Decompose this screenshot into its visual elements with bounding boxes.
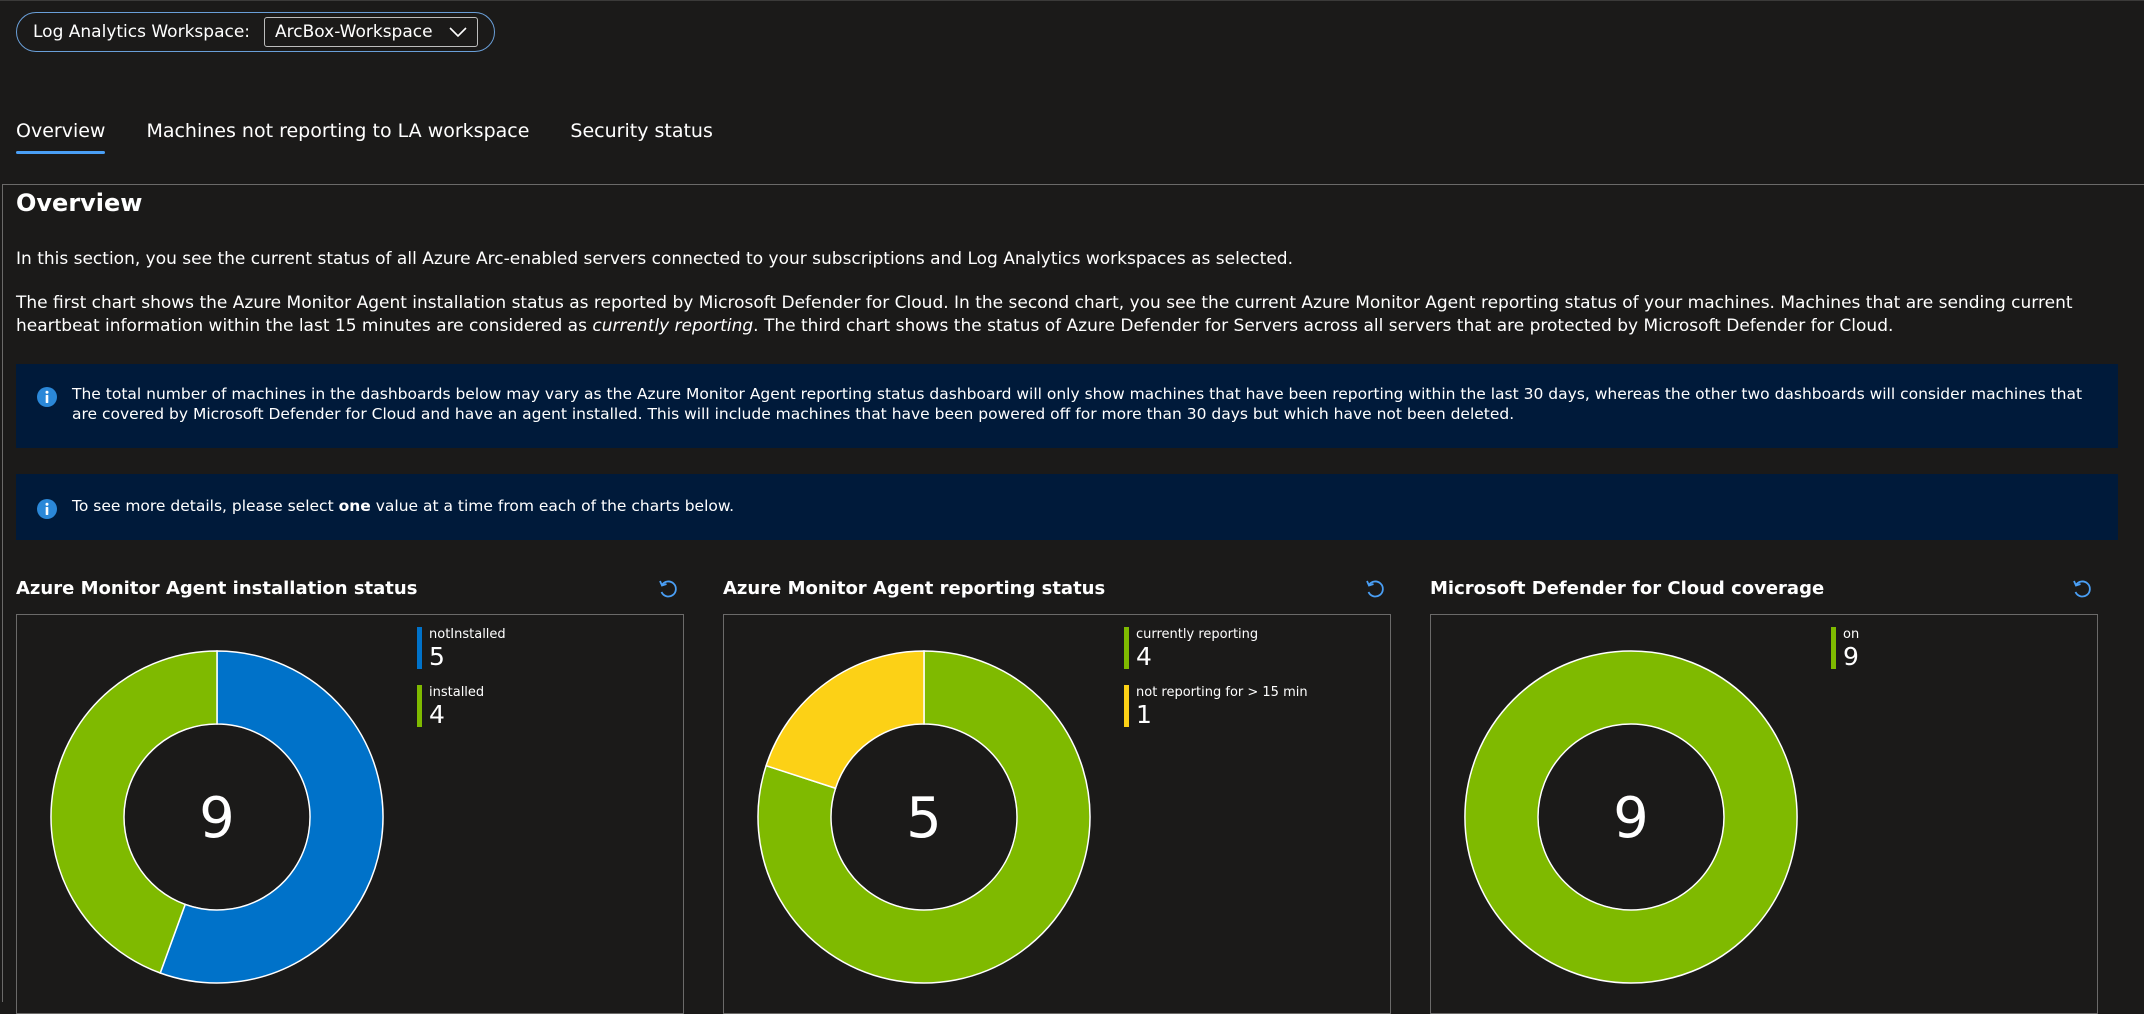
legend-value: 5 (429, 642, 445, 671)
legend-text: not reporting for > 15 min 1 (1136, 685, 1308, 729)
donut-chart[interactable]: 9 (1463, 649, 1799, 985)
description-part1: The first chart shows the Azure Monitor … (16, 293, 2073, 336)
refresh-icon[interactable] (2071, 578, 2093, 600)
donut-hole (125, 725, 309, 909)
description-part2: . The third chart shows the status of Az… (753, 316, 1894, 336)
legend-color-swatch (417, 685, 422, 727)
donut-slice-not-reporting-for-15-min[interactable] (765, 650, 925, 790)
legend-value: 9 (1843, 642, 1859, 671)
legend-item[interactable]: installed 4 (417, 685, 506, 729)
donut-slice-installed[interactable] (50, 650, 218, 974)
legend-value: 4 (1136, 642, 1152, 671)
info-banner-text: The total number of machines in the dash… (72, 385, 2083, 423)
refresh-icon[interactable] (657, 578, 679, 600)
workspace-dropdown-value: ArcBox-Workspace (275, 22, 433, 42)
hint-part2: value at a time from each of the charts … (370, 497, 735, 515)
page-title: Overview (16, 189, 143, 217)
legend-text: installed 4 (429, 685, 484, 729)
tab-security-status[interactable]: Security status (570, 120, 713, 142)
legend-label: not reporting for > 15 min (1136, 685, 1308, 700)
legend-label: notInstalled (429, 627, 506, 642)
chart-tile-installation-status: 9 notInstalled 5 installed 4 (16, 614, 684, 1014)
info-icon (37, 499, 57, 519)
legend-value: 4 (429, 700, 445, 729)
donut-chart[interactable]: 5 (756, 649, 1092, 985)
donut-chart[interactable]: 9 (49, 649, 385, 985)
chart-legend: on 9 (1831, 627, 1859, 685)
legend-item[interactable]: not reporting for > 15 min 1 (1124, 685, 1308, 729)
chart-title-defender-coverage: Microsoft Defender for Cloud coverage (1430, 578, 1825, 599)
description-emphasis: currently reporting (592, 316, 754, 336)
legend-label: on (1843, 627, 1860, 642)
donut-hole (832, 725, 1016, 909)
tab-bar: Overview Machines not reporting to LA wo… (16, 120, 754, 154)
legend-item[interactable]: on 9 (1831, 627, 1859, 671)
tab-overview[interactable]: Overview (16, 120, 106, 154)
info-icon (37, 387, 57, 407)
legend-color-swatch (1831, 627, 1836, 669)
legend-label: installed (429, 685, 485, 700)
chart-tile-reporting-status: 5 currently reporting 4 not reporting fo… (723, 614, 1391, 1014)
chart-tile-defender-coverage: 9 on 9 (1430, 614, 2098, 1014)
legend-color-swatch (1124, 685, 1129, 727)
chart-title-reporting-status: Azure Monitor Agent reporting status (723, 578, 1106, 599)
top-border (0, 0, 2144, 1)
info-banner-machine-count: The total number of machines in the dash… (16, 364, 2118, 448)
donut-center-total: 5 (906, 786, 942, 851)
legend-color-swatch (417, 627, 422, 669)
overview-chart-description: The first chart shows the Azure Monitor … (16, 292, 2126, 338)
legend-text: notInstalled 5 (429, 627, 506, 671)
overview-intro-text: In this section, you see the current sta… (16, 249, 1293, 269)
overview-panel (2, 184, 2144, 1002)
workspace-selector: Log Analytics Workspace: ArcBox-Workspac… (16, 12, 495, 52)
refresh-icon[interactable] (1364, 578, 1386, 600)
tab-machines-not-reporting[interactable]: Machines not reporting to LA workspace (146, 120, 530, 142)
legend-item[interactable]: currently reporting 4 (1124, 627, 1308, 671)
legend-color-swatch (1124, 627, 1129, 669)
donut-slice-currently-reporting[interactable] (757, 650, 1091, 984)
chart-title-installation-status: Azure Monitor Agent installation status (16, 578, 418, 599)
donut-center-total: 9 (1613, 786, 1649, 851)
legend-value: 1 (1136, 700, 1152, 729)
legend-item[interactable]: notInstalled 5 (417, 627, 506, 671)
chart-legend: notInstalled 5 installed 4 (417, 627, 506, 743)
legend-text: on 9 (1843, 627, 1859, 671)
chart-legend: currently reporting 4 not reporting for … (1124, 627, 1308, 743)
workspace-label: Log Analytics Workspace: (33, 22, 251, 42)
info-banner-select-hint: To see more details, please select one v… (16, 474, 2118, 540)
donut-center-total: 9 (199, 786, 235, 851)
legend-text: currently reporting 4 (1136, 627, 1258, 671)
donut-slice-notinstalled[interactable] (159, 650, 384, 984)
legend-label: currently reporting (1136, 627, 1259, 642)
donut-hole (1539, 725, 1723, 909)
hint-part1: To see more details, please select (72, 497, 339, 515)
info-banner-text: To see more details, please select one v… (72, 496, 734, 516)
hint-bold: one (338, 497, 371, 515)
donut-slice-on[interactable] (1464, 650, 1798, 984)
workspace-dropdown[interactable]: ArcBox-Workspace (264, 17, 478, 47)
chevron-down-icon (449, 27, 467, 38)
